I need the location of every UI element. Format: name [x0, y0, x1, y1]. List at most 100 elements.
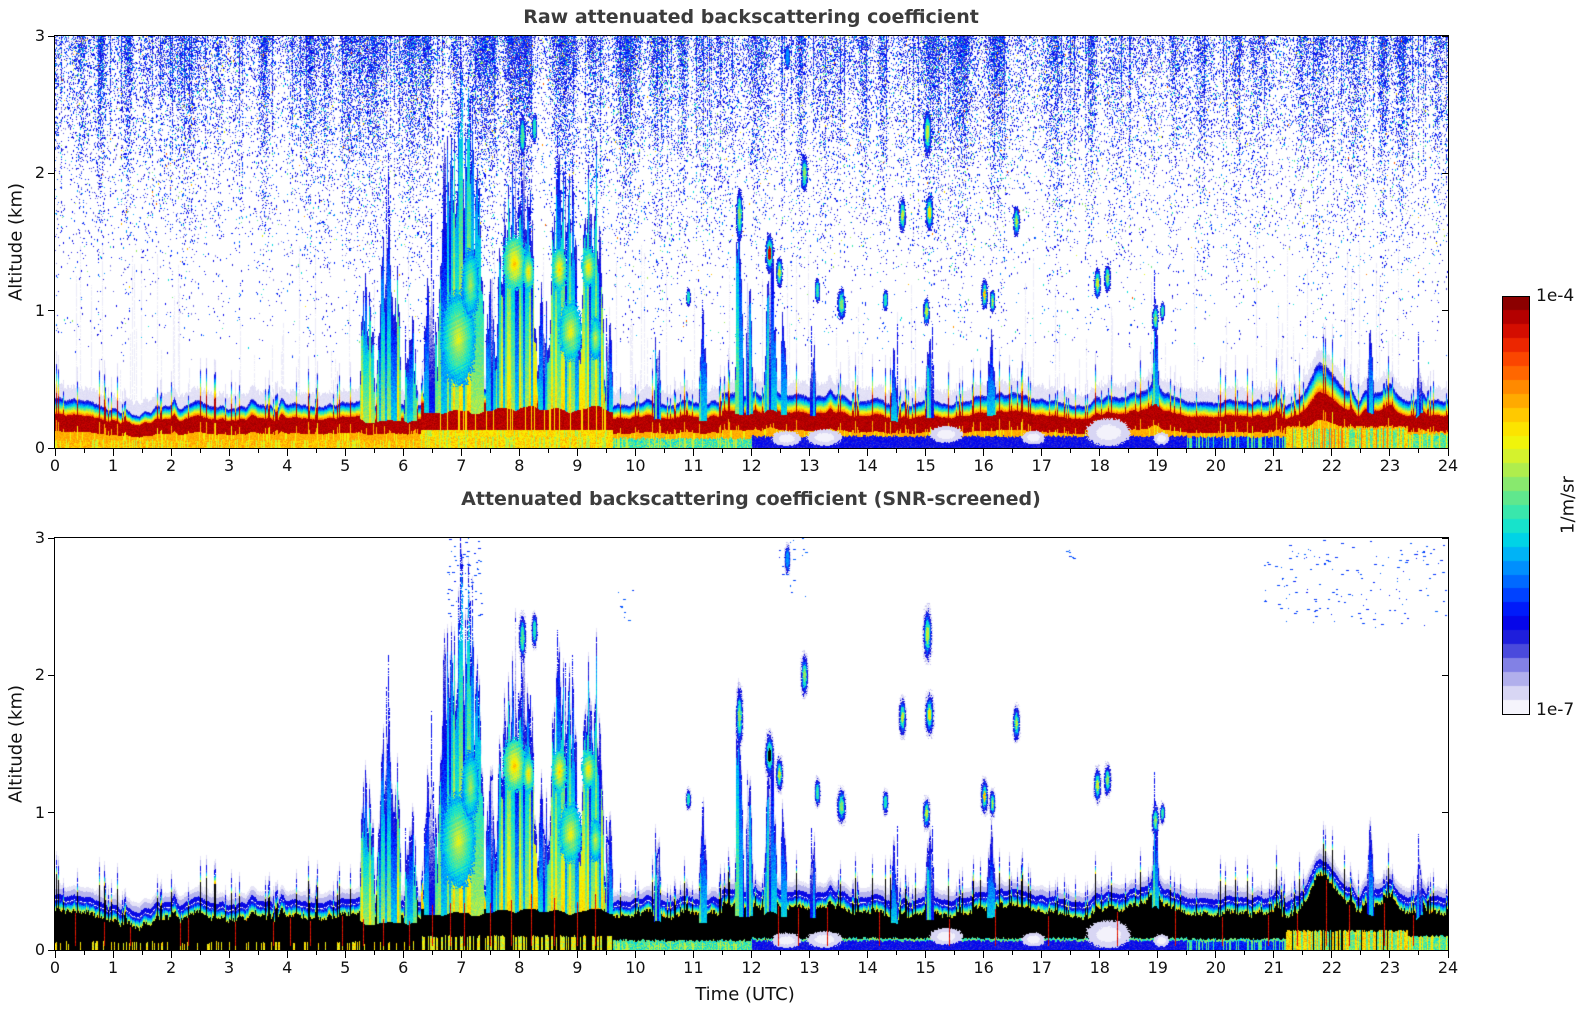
panel2-frame [54, 537, 1449, 951]
x-tick-label: 11 [683, 958, 704, 977]
x-minor-tick [83, 449, 85, 453]
x-minor-tick [1070, 951, 1072, 955]
y-tick [48, 310, 55, 312]
screened-backscatter-heatmap [55, 538, 1448, 950]
x-tick [54, 951, 56, 958]
x-minor-tick [838, 951, 840, 955]
x-tick [460, 449, 462, 456]
colorbar [1503, 297, 1529, 714]
x-tick [1099, 951, 1101, 958]
x-minor-tick [489, 449, 491, 453]
y-tick-label: 2 [34, 163, 45, 183]
x-tick-label: 0 [49, 456, 61, 475]
x-tick [576, 449, 578, 456]
x-tick-label: 24 [1437, 456, 1459, 475]
panel1-title: Raw attenuated backscattering coefficien… [523, 6, 979, 28]
x-tick [344, 449, 346, 456]
x-minor-tick [780, 951, 782, 955]
x-tick-label: 10 [625, 958, 646, 977]
x-tick-label: 6 [398, 958, 409, 977]
y-tick [48, 537, 55, 539]
x-tick [1447, 449, 1449, 456]
x-tick-label: 21 [1263, 456, 1285, 475]
x-axis-label: Time (UTC) [695, 984, 795, 1005]
x-tick [867, 449, 869, 456]
panel2-title: Attenuated backscattering coefficient (S… [461, 488, 1041, 510]
x-tick [1447, 951, 1449, 958]
x-tick-label: 3 [224, 958, 235, 977]
x-tick [460, 951, 462, 958]
x-tick [925, 449, 927, 456]
x-minor-tick [1128, 449, 1130, 453]
y-tick-right [1442, 447, 1448, 449]
colorbar-unit-label: 1/m/sr [1557, 476, 1579, 534]
x-tick-label: 23 [1379, 958, 1401, 977]
x-tick-label: 0 [49, 958, 61, 977]
x-tick [1041, 449, 1043, 456]
x-minor-tick [199, 951, 201, 955]
x-tick [344, 951, 346, 958]
x-tick-label: 8 [514, 456, 525, 475]
y-tick [48, 447, 55, 449]
x-tick-label: 11 [683, 456, 704, 475]
y-tick [48, 172, 55, 174]
x-minor-tick [1302, 951, 1304, 955]
x-tick-label: 16 [973, 958, 994, 977]
y-tick-label: 2 [34, 665, 45, 685]
x-tick-label: 1 [107, 456, 119, 475]
x-minor-tick [1070, 449, 1072, 453]
x-minor-tick [605, 449, 607, 453]
x-tick-label: 2 [165, 456, 177, 475]
x-tick-label: 15 [915, 958, 936, 977]
x-tick-label: 17 [1031, 456, 1052, 475]
x-minor-tick [1012, 951, 1014, 955]
x-tick-label: 13 [799, 958, 820, 977]
x-tick-label: 9 [572, 958, 583, 977]
x-minor-tick [257, 449, 259, 453]
x-tick-label: 1 [107, 958, 119, 977]
x-minor-tick [1418, 951, 1420, 955]
x-tick [1215, 449, 1217, 456]
y-tick-right [1442, 172, 1448, 174]
x-tick-label: 12 [741, 456, 762, 475]
x-tick [1215, 951, 1217, 958]
x-tick [170, 449, 172, 456]
x-minor-tick [663, 449, 665, 453]
x-tick [634, 449, 636, 456]
x-minor-tick [605, 951, 607, 955]
x-minor-tick [896, 449, 898, 453]
x-minor-tick [373, 449, 375, 453]
x-tick [692, 449, 694, 456]
x-tick [983, 951, 985, 958]
x-tick [1389, 449, 1391, 456]
colorbar-max-label: 1e-4 [1536, 286, 1575, 306]
x-minor-tick [257, 951, 259, 955]
x-tick [634, 951, 636, 958]
x-tick-label: 7 [456, 456, 467, 475]
x-tick-label: 13 [799, 456, 820, 475]
x-tick-label: 15 [915, 456, 936, 475]
x-minor-tick [838, 449, 840, 453]
y-tick-right [1442, 812, 1448, 814]
y-tick [48, 674, 55, 676]
y-tick-right [1442, 35, 1448, 37]
x-minor-tick [954, 449, 956, 453]
raw-backscatter-heatmap [55, 36, 1448, 448]
x-tick [228, 951, 230, 958]
panel1-frame [54, 35, 1449, 449]
colorbar-frame [1502, 296, 1530, 715]
x-tick-label: 16 [973, 456, 994, 475]
x-tick-label: 17 [1031, 958, 1052, 977]
x-tick-label: 5 [340, 456, 351, 475]
x-minor-tick [489, 951, 491, 955]
x-tick-label: 24 [1437, 958, 1459, 977]
x-minor-tick [896, 951, 898, 955]
x-minor-tick [199, 449, 201, 453]
x-tick [1331, 951, 1333, 958]
x-tick-label: 22 [1321, 958, 1343, 977]
x-tick [170, 951, 172, 958]
x-minor-tick [141, 951, 143, 955]
y-tick [48, 949, 55, 951]
x-tick-label: 3 [224, 456, 235, 475]
y-tick [48, 812, 55, 814]
